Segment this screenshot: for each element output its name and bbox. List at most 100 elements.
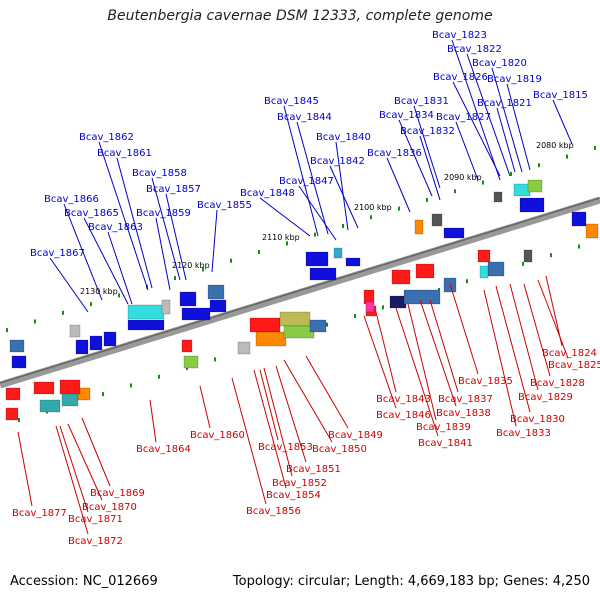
gene-label-top[interactable]: Bcav_1826 <box>433 72 488 83</box>
gene-block <box>69 324 81 338</box>
leader-line-top <box>506 83 531 171</box>
gene-label-top[interactable]: Bcav_1845 <box>264 96 319 107</box>
tick-mark-bottom <box>326 322 328 327</box>
gene-label-top[interactable]: Bcav_1862 <box>79 132 134 143</box>
leader-line-bottom <box>231 377 267 505</box>
gene-block <box>5 387 21 401</box>
leader-line-bottom <box>55 425 89 535</box>
gene-label-bottom[interactable]: Bcav_1829 <box>518 392 573 403</box>
genome-backbone <box>0 196 600 389</box>
gene-label-top[interactable]: Bcav_1819 <box>487 74 542 85</box>
gene-label-top[interactable]: Bcav_1865 <box>64 208 119 219</box>
gene-label-top[interactable]: Bcav_1836 <box>367 148 422 159</box>
gene-block <box>255 331 287 347</box>
tick-mark-top <box>454 189 456 194</box>
leader-line-bottom <box>449 283 479 375</box>
gene-label-bottom[interactable]: Bcav_1833 <box>496 428 551 439</box>
gene-block <box>365 301 375 313</box>
gene-label-bottom[interactable]: Bcav_1824 <box>542 348 597 359</box>
gene-label-top[interactable]: Bcav_1848 <box>240 188 295 199</box>
gene-label-top[interactable]: Bcav_1832 <box>400 126 455 137</box>
gene-label-bottom[interactable]: Bcav_1849 <box>328 430 383 441</box>
leader-line-bottom <box>407 303 437 421</box>
gene-label-top[interactable]: Bcav_1859 <box>136 208 191 219</box>
gene-label-bottom[interactable]: Bcav_1839 <box>416 422 471 433</box>
leader-line-top <box>155 217 171 291</box>
gene-block <box>403 289 441 305</box>
tick-mark-bottom <box>158 374 160 379</box>
gene-label-bottom[interactable]: Bcav_1860 <box>190 430 245 441</box>
leader-line-bottom <box>375 311 397 393</box>
leader-line-top <box>165 193 187 281</box>
gene-label-top[interactable]: Bcav_1863 <box>88 222 143 233</box>
gene-block <box>415 263 435 279</box>
gene-label-top[interactable]: Bcav_1867 <box>30 248 85 259</box>
tick-mark-top <box>342 223 344 228</box>
gene-block <box>127 319 165 331</box>
gene-label-bottom[interactable]: Bcav_1854 <box>266 490 321 501</box>
gene-label-bottom[interactable]: Bcav_1872 <box>68 536 123 547</box>
leader-line-top <box>63 203 103 301</box>
gene-label-bottom[interactable]: Bcav_1838 <box>436 408 491 419</box>
gene-label-bottom[interactable]: Bcav_1856 <box>246 506 301 517</box>
gene-label-top[interactable]: Bcav_1821 <box>477 98 532 109</box>
gene-label-top[interactable]: Bcav_1827 <box>436 112 491 123</box>
gene-label-bottom[interactable]: Bcav_1846 <box>376 410 431 421</box>
tick-mark-bottom <box>130 383 132 388</box>
leader-line-top <box>211 209 218 273</box>
gene-label-top[interactable]: Bcav_1844 <box>277 112 332 123</box>
tick-mark-top <box>538 163 540 168</box>
gene-label-top[interactable]: Bcav_1834 <box>379 110 434 121</box>
leader-line-bottom <box>81 417 111 487</box>
gene-label-bottom[interactable]: Bcav_1837 <box>438 394 493 405</box>
genome-title: Beutenbergia cavernae DSM 12333, complet… <box>107 8 493 24</box>
gene-label-bottom[interactable]: Bcav_1869 <box>90 488 145 499</box>
gene-label-bottom[interactable]: Bcav_1864 <box>136 444 191 455</box>
gene-label-top[interactable]: Bcav_1823 <box>432 30 487 41</box>
gene-label-bottom[interactable]: Bcav_1853 <box>258 442 313 453</box>
tick-mark-top <box>398 206 400 211</box>
gene-label-top[interactable]: Bcav_1815 <box>533 90 588 101</box>
gene-label-top[interactable]: Bcav_1831 <box>394 96 449 107</box>
gene-label-bottom[interactable]: Bcav_1825 <box>548 360 600 371</box>
leader-line-bottom <box>363 315 397 409</box>
gene-block <box>209 299 227 313</box>
gene-label-top[interactable]: Bcav_1866 <box>44 194 99 205</box>
leader-line-top <box>49 257 89 313</box>
gene-label-bottom[interactable]: Bcav_1828 <box>530 378 585 389</box>
gene-label-top[interactable]: Bcav_1857 <box>146 184 201 195</box>
gene-label-bottom[interactable]: Bcav_1843 <box>376 394 431 405</box>
tick-mark-bottom <box>354 313 356 318</box>
gene-label-bottom[interactable]: Bcav_1870 <box>82 502 137 513</box>
leader-line-top <box>496 107 516 173</box>
gene-label-top[interactable]: Bcav_1842 <box>310 156 365 167</box>
label-leader-lines <box>17 39 573 535</box>
gene-label-bottom[interactable]: Bcav_1830 <box>510 414 565 425</box>
leader-line-top <box>491 67 523 173</box>
gene-label-top[interactable]: Bcav_1820 <box>472 58 527 69</box>
gene-block <box>309 319 327 333</box>
gene-label-top[interactable]: Bcav_1847 <box>279 176 334 187</box>
gene-label-top[interactable]: Bcav_1855 <box>197 200 252 211</box>
leader-line-top <box>335 141 349 231</box>
leader-line-bottom <box>537 279 569 359</box>
gene-label-top[interactable]: Bcav_1840 <box>316 132 371 143</box>
gene-label-bottom[interactable]: Bcav_1835 <box>458 376 513 387</box>
gene-label-bottom[interactable]: Bcav_1841 <box>418 438 473 449</box>
gene-label-bottom[interactable]: Bcav_1851 <box>286 464 341 475</box>
gene-label-bottom[interactable]: Bcav_1877 <box>12 508 67 519</box>
gene-label-top[interactable]: Bcav_1822 <box>447 44 502 55</box>
tick-mark-top <box>482 180 484 185</box>
tick-mark-bottom <box>466 279 468 284</box>
gene-block <box>5 407 19 421</box>
gene-block <box>443 227 465 239</box>
gene-label-top[interactable]: Bcav_1861 <box>97 148 152 159</box>
gene-label-bottom[interactable]: Bcav_1850 <box>312 444 367 455</box>
gene-label-bottom[interactable]: Bcav_1871 <box>68 514 123 525</box>
gene-block <box>523 249 533 263</box>
leader-line-bottom <box>419 299 457 407</box>
gene-label-top[interactable]: Bcav_1858 <box>132 168 187 179</box>
gene-label-bottom[interactable]: Bcav_1852 <box>272 478 327 489</box>
